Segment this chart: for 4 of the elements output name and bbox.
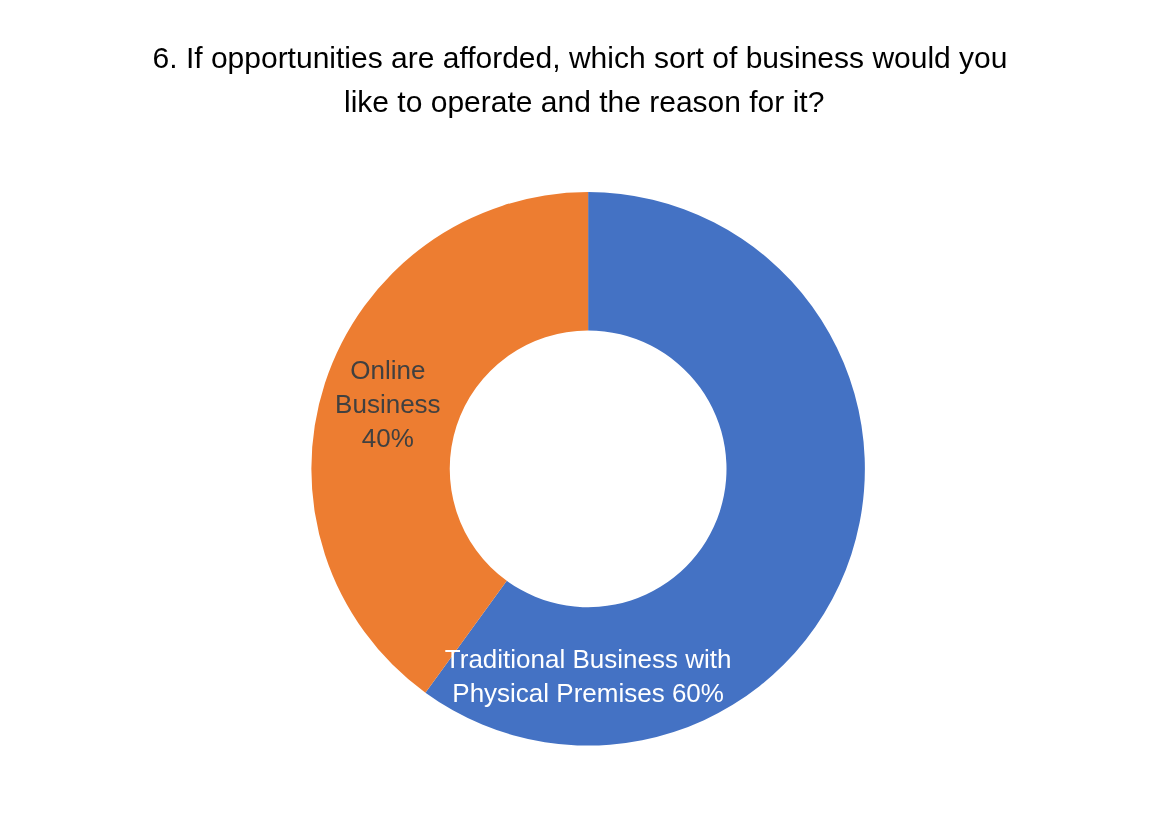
data-label: 40% — [361, 422, 414, 453]
slice-label: Online Business — [335, 354, 441, 419]
slice-label: Traditional Business with Physical Premises 60% — [444, 644, 732, 709]
chart-title: 6. If opportunities are afforded, which sort of business would you like to operate and the reason for it? — [152, 40, 1008, 118]
